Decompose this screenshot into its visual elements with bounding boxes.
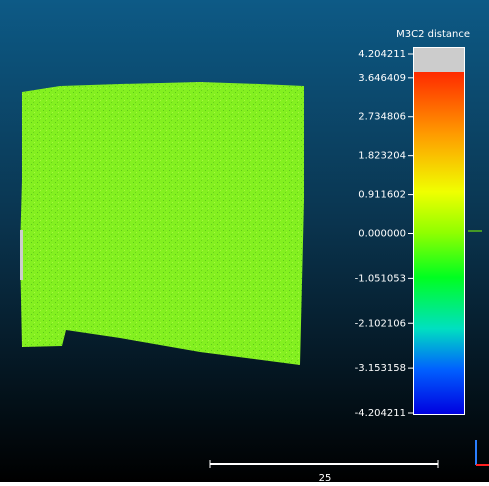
scale-tick-label: -1.051053 bbox=[355, 273, 406, 284]
viewer: M3C2 distance 4.204211 3.646409 2.734806 1.… bbox=[0, 0, 489, 482]
scale-bar-label: 25 bbox=[319, 473, 332, 482]
scale-tick-label: 1.823204 bbox=[358, 151, 406, 162]
scale-tick-label: 0.000000 bbox=[358, 229, 406, 240]
scale-saturation bbox=[414, 48, 464, 72]
scale-tick-label: -3.153158 bbox=[355, 363, 406, 374]
scale-tick-label: -2.102106 bbox=[355, 318, 406, 329]
scale-tick-label: 2.734806 bbox=[358, 112, 406, 123]
point-cloud-edge bbox=[20, 230, 23, 280]
scale-title: M3C2 distance bbox=[396, 29, 470, 40]
scale-tick-label: -4.204211 bbox=[355, 408, 406, 419]
point-cloud bbox=[20, 82, 304, 365]
scale-tick-label: 3.646409 bbox=[358, 73, 406, 84]
scale-ramp bbox=[414, 72, 464, 414]
scale-tick-label: 0.911602 bbox=[358, 190, 406, 201]
scale-tick-label: 4.204211 bbox=[358, 49, 406, 60]
